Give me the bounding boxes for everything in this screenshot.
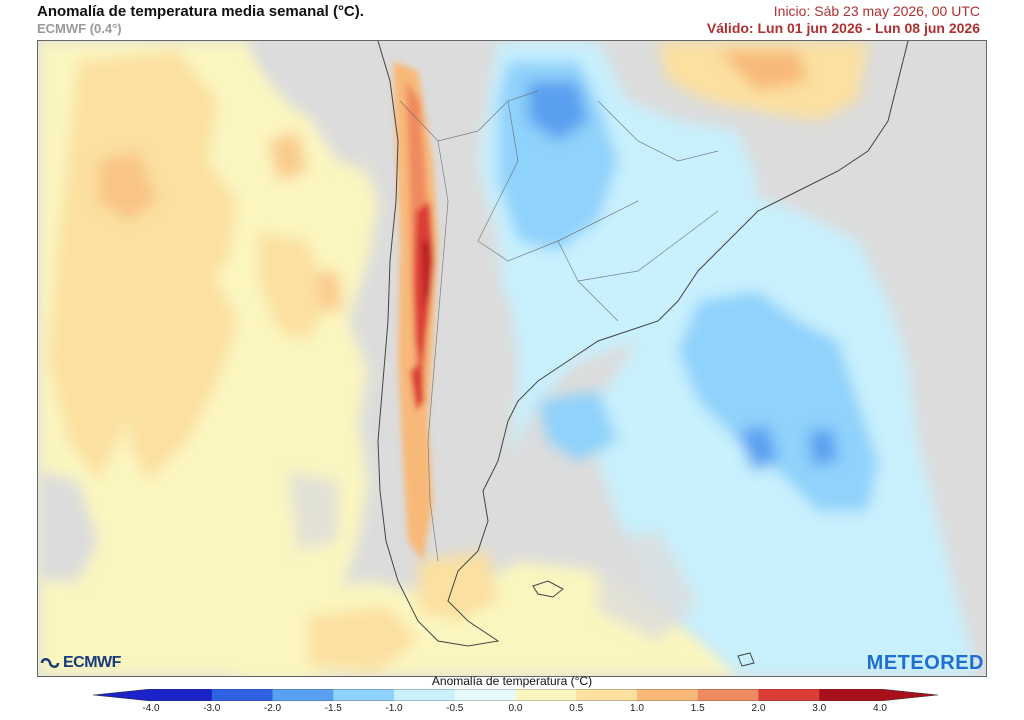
colorbar-tick-label: -1.5: [324, 703, 342, 714]
colorbar-tick-label: 4.0: [873, 703, 887, 714]
colorbar-tick-label: -0.5: [446, 703, 464, 714]
map-canvas: [38, 41, 986, 676]
ecmwf-logo-text: ECMWF: [63, 654, 121, 671]
colorbar-tick-label: 0.5: [569, 703, 584, 714]
colorbar-segment: [576, 689, 638, 701]
valid-period: Válido: Lun 01 jun 2026 - Lun 08 jun 202…: [706, 20, 980, 36]
andes-heat-ridge: [393, 61, 438, 561]
cool-field: [478, 41, 978, 676]
coastline: [377, 41, 909, 647]
colorbar-title: Anomalía de temperatura (°C): [431, 674, 593, 688]
colorbar-tick-label: 0.0: [508, 703, 523, 714]
init-time: Inicio: Sáb 23 may 2026, 00 UTC: [773, 3, 980, 19]
colorbar-extend-high: [880, 689, 938, 701]
colorbar-tick-label: 1.5: [690, 703, 705, 714]
pacific-gray-patches: [38, 41, 378, 581]
colorbar-segment: [637, 689, 699, 701]
page-title: Anomalía de temperatura media semanal (°…: [37, 3, 364, 20]
colorbar-extend-low: [93, 689, 151, 701]
colorbar-segment: [394, 689, 456, 701]
interior-gray: [418, 41, 986, 641]
colorbar-tick-label: 1.0: [630, 703, 644, 714]
colorbar-segment: [454, 689, 516, 701]
meteored-logo: METEORED: [866, 652, 984, 674]
colorbar-segment: [211, 689, 273, 701]
brazil-warm: [658, 41, 868, 121]
colorbar-tick-label: 2.0: [751, 703, 766, 714]
colorbar-segment: [819, 689, 881, 701]
country-borders: [399, 90, 719, 562]
colorbar-ticks: -4.0 -3.0 -2.0 -1.5 -1.0 -0.5 0.0 0.5 1.0 1.5 2.0 3…: [0, 703, 1024, 717]
colorbar: [93, 689, 938, 701]
colorbar-segment: [272, 689, 334, 701]
pacific-warm-field: [38, 41, 378, 676]
model-label: ECMWF (0.4°): [37, 21, 122, 36]
colorbar-tick-label: -2.0: [263, 703, 282, 714]
colorbar-segment: [697, 689, 759, 701]
colorbar-tick-label: -1.0: [385, 703, 403, 714]
colorbar-tick-label: 3.0: [812, 703, 827, 714]
malvinas-islands: [532, 580, 564, 598]
anomaly-map[interactable]: [37, 40, 987, 677]
colorbar-segment: [758, 689, 820, 701]
colorbar-segment: [151, 689, 213, 701]
colorbar-tick-label: -3.0: [203, 703, 221, 714]
ecmwf-logo-icon: [40, 658, 60, 668]
colorbar-segment: [333, 689, 395, 701]
colorbar-tick-label: -4.0: [142, 703, 160, 714]
south-georgia-island: [737, 652, 755, 667]
colorbar-segment: [515, 689, 577, 701]
ecmwf-logo: ECMWF: [40, 654, 121, 672]
